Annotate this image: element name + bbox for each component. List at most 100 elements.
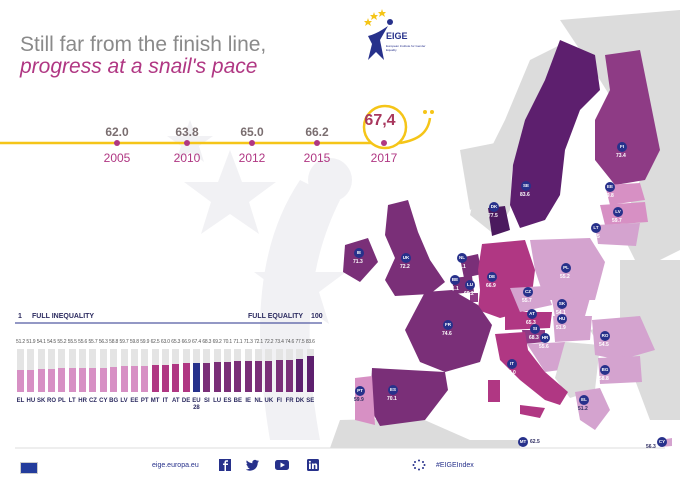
map-marker-fi: FI [617,142,627,152]
bar-cz [89,368,97,392]
youtube-icon[interactable] [275,459,289,471]
eu-stars-icon [412,459,426,471]
bar-value-label: 77.5 [295,339,305,345]
bar-category-label: LT [68,398,76,404]
facebook-icon[interactable] [218,459,232,471]
map-marker-cz: CZ [523,287,533,297]
map-marker-hu: HU [557,314,567,324]
timeline-year-2017: 2017 [370,151,398,165]
bar-hu [27,369,35,392]
bar-category-label: PT [140,398,149,404]
map-marker-pt: PT [355,386,365,396]
map-marker-ee: EE [605,182,615,192]
map-marker-dk: DK [489,202,499,212]
bar-category-label: LU [213,398,222,404]
bar-category-label: AT [171,398,180,404]
map-marker-sk: SK [557,299,567,309]
map-marker-hr: HR [540,333,550,343]
map-marker-value: 55.7 [522,298,532,304]
bar-category-label: DK [295,398,305,404]
map-marker-value: 62.5 [530,439,540,445]
scale-max-label: FULL EQUALITY [248,313,304,320]
bar-category-label: BG [109,398,119,404]
map-marker-nl: NL [457,253,467,263]
map-marker-value: 66.9 [486,283,496,289]
bar-category-label: PL [58,398,66,404]
map-cz [510,286,552,312]
footer-hashtag[interactable]: #EIGEIndex [436,462,474,469]
map-marker-value: 72.2 [400,264,410,270]
bar-category-label: HR [78,398,87,404]
bar-category-label: IE [245,398,252,404]
bar-ie [244,361,252,392]
bar-be [234,361,242,392]
eige-logo [364,9,393,60]
bar-category-label: BE [233,398,243,404]
bar-category-label: LV [120,398,128,404]
bar-category-label: IT [162,398,169,404]
bar-cy [99,367,107,392]
bar-hr [79,368,87,392]
footer-url[interactable]: eige.europa.eu [152,462,199,469]
bar-category-label: UK [264,398,274,404]
bar-value-label: 59.9 [140,339,150,345]
bar-value-label: 71.1 [233,339,243,345]
bar-eu-28 [192,363,200,392]
bar-value-label: 51.2 [16,339,25,345]
scale-min-label: FULL INEQUALITY [32,313,95,320]
bar-category-label: DE [181,398,191,404]
bar-category-label: CY [99,398,108,404]
map-marker-de: DE [487,272,497,282]
bar-at [172,363,180,392]
bar-mt [151,365,159,392]
logo-subtitle: European Institute for Gender Equality [386,44,426,52]
bar-es [224,361,231,392]
bar-category-label-line2: 28 [193,405,200,411]
bar-se [306,356,314,392]
map-marker-value: 70.1 [387,396,397,402]
map-marker-si: SI [530,324,540,334]
bar-fr [286,359,294,392]
map-marker-value: 59.7 [612,218,622,224]
bar-value-label: 67.4 [191,339,201,345]
map-ro [592,316,655,360]
timeline-year-2012: 2012 [238,151,266,165]
map-dk [488,206,510,236]
map-marker-value: 54.1 [556,310,566,316]
map-es [370,368,448,426]
bar-category-label: HU [26,398,36,404]
bar-value-label: 59.8 [129,339,139,345]
map-marker-value: 55.2 [560,274,570,280]
bar-value-label: 59.7 [119,339,129,345]
map-fi [595,50,660,185]
bar-value-label: 63.0 [160,339,170,345]
map-marker-it: IT [507,359,517,369]
timeline-value-2010: 63.8 [175,125,199,139]
bar-value-label: 83.6 [305,339,315,345]
bar-value-label: 69.2 [212,339,222,345]
bar-category-label: EE [130,398,139,404]
map-marker-value: 71.3 [353,259,363,265]
twitter-icon[interactable] [246,459,260,471]
map-marker-es: ES [388,385,398,395]
bar-value-label: 73.4 [274,339,284,345]
map-marker-cy: CY [657,437,667,447]
bar-dk [296,358,304,392]
bar-nl [255,360,263,392]
map-marker-value: 51.9 [556,325,566,331]
map-si [522,330,545,344]
map-marker-value: 77.5 [488,213,498,219]
bar-category-label: NL [254,398,263,404]
timeline-year-2015: 2015 [303,151,331,165]
timeline-value-2012: 65.0 [240,125,264,139]
linkedin-icon[interactable] [306,459,320,471]
bar-category-label: ES [223,398,232,404]
eu-flag-icon [20,462,38,474]
map-lu [470,293,478,302]
scale-max: 100 [311,313,323,320]
map-marker-value: 54.5 [599,342,609,348]
map-it [495,332,568,405]
bar-value-label: 54.5 [47,339,57,345]
timeline-year-2005: 2005 [103,151,131,165]
map-fr [405,290,492,372]
